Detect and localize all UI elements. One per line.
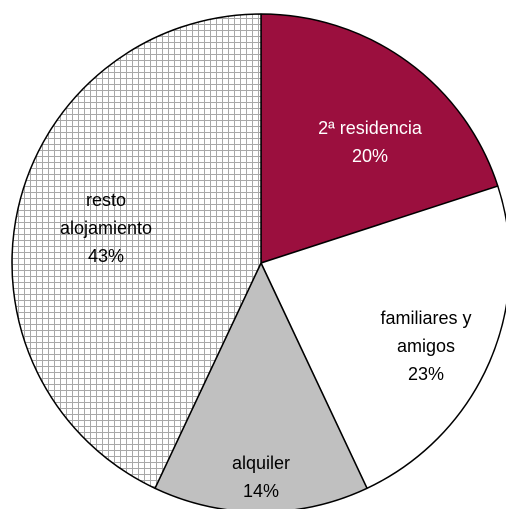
slice-value: 20% xyxy=(351,146,389,166)
pie-slice xyxy=(11,13,262,490)
slice-name: 2ª residencia xyxy=(318,118,422,138)
slice-value: 43% xyxy=(87,246,125,266)
slice-label: 2ª residencia 20% xyxy=(302,114,438,170)
pie-slice xyxy=(260,185,506,490)
slice-value: 23% xyxy=(407,364,445,384)
slice-name: alquiler xyxy=(231,453,291,473)
slice-label: alquiler 14% xyxy=(193,449,329,505)
slice-label: familiares y amigos 23% xyxy=(358,304,494,388)
slice-name: familiares y amigos xyxy=(380,308,472,356)
pie-slice xyxy=(154,262,368,509)
slice-value: 14% xyxy=(242,481,280,501)
slice-label: resto alojamiento 43% xyxy=(38,186,174,270)
pie-slice xyxy=(260,13,499,264)
slice-name: resto alojamiento xyxy=(59,190,153,238)
